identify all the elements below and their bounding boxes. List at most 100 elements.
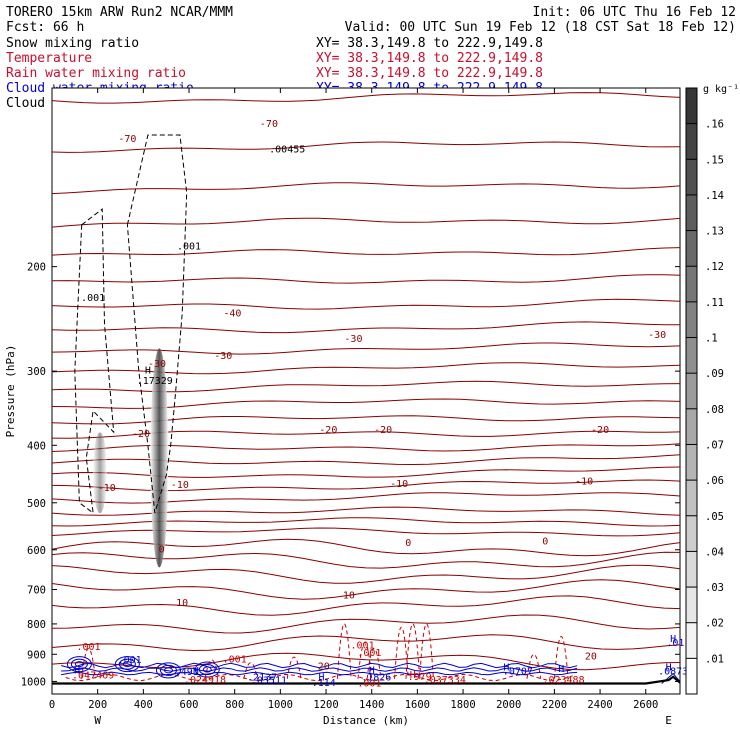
colorbar-swatch (686, 658, 697, 694)
colorbar-tick-label: .02 (705, 618, 724, 630)
colorbar-swatch (686, 159, 697, 195)
model-title: TORERO 15km ARW Run2 NCAR/MMM (6, 5, 233, 20)
cloud-water-label: H (74, 665, 80, 676)
colorbar-tick-label: .09 (705, 368, 724, 380)
x-tick-label: 2000 (496, 699, 521, 711)
temperature-label: 0 (159, 544, 165, 555)
cloud-water-label: .0873 (658, 667, 688, 678)
cloud-water-label: .1826 (361, 673, 391, 684)
colorbar-swatch (686, 444, 697, 480)
x-tick-label: 1200 (313, 699, 338, 711)
temperature-label: -10 (575, 476, 593, 487)
cloud-water-label: .03511 (251, 676, 287, 687)
x-tick-label: 2200 (542, 699, 567, 711)
ice-label: H (145, 365, 151, 376)
temperature-label: 10 (343, 591, 355, 602)
y-axis-label: Pressure (hPa) (4, 345, 17, 438)
cloud-water-label: H (558, 664, 564, 675)
temperature-label: -30 (214, 351, 232, 362)
colorbar-swatch (686, 551, 697, 587)
y-tick-label: 400 (27, 440, 46, 452)
temperature-label: -70 (260, 119, 278, 130)
colorbar-swatch (686, 516, 697, 552)
x-tick-label: 800 (225, 699, 244, 711)
y-tick-label: 1000 (21, 676, 46, 688)
temperature-label: 0 (405, 538, 411, 549)
temperature-label: -70 (118, 134, 136, 145)
rain-label: .037334 (424, 675, 466, 686)
y-tick-label: 700 (27, 585, 46, 597)
temperature-label: -10 (98, 483, 116, 494)
snow-label: .001 (81, 293, 105, 304)
temperature-label: -10 (171, 480, 189, 491)
x-tick-label: 2400 (587, 699, 612, 711)
rain-label: .001 (223, 654, 247, 665)
legend-item: Snow mixing ratio (6, 36, 139, 51)
colorbar-swatch (686, 623, 697, 659)
ice-label: .17329 (137, 376, 173, 387)
cloud-water-label: .01 (666, 638, 684, 649)
colorbar-swatch (686, 88, 697, 124)
rain-label: .001 (76, 642, 100, 653)
snow-label: .001 (177, 242, 201, 253)
y-tick-label: 800 (27, 619, 46, 631)
temperature-label: -20 (319, 425, 337, 436)
temperature-label: -20 (374, 425, 392, 436)
colorbar-tick-label: .06 (705, 475, 724, 487)
y-tick-label: 200 (27, 262, 46, 274)
x-tick-label: 0 (49, 699, 55, 711)
colorbar-swatch (686, 195, 697, 231)
colorbar-swatch (686, 480, 697, 516)
y-tick-label: 900 (27, 649, 46, 661)
colorbar-unit: g kg⁻¹ (703, 84, 739, 95)
forecast-hour: Fcst: 66 h (6, 20, 84, 35)
temperature-label: -30 (648, 330, 666, 341)
x-tick-label: 1600 (405, 699, 430, 711)
temperature-label: -20 (591, 425, 609, 436)
cloud-water-label: .001 (118, 655, 142, 666)
colorbar-swatch (686, 302, 697, 338)
colorbar-tick-label: .04 (705, 546, 724, 558)
x-tick-label: 400 (134, 699, 153, 711)
temperature-label: 20 (318, 662, 330, 673)
temperature-label: -20 (132, 429, 150, 440)
colorbar-tick-label: .16 (705, 119, 724, 131)
colorbar-tick-label: .1 (705, 333, 718, 345)
ice-core (93, 432, 107, 513)
colorbar-tick-label: .07 (705, 439, 724, 451)
legend-xy: XY= 38.3,149.8 to 222.9,149.8 (316, 36, 543, 51)
colorbar-tick-label: .01 (705, 653, 724, 665)
x-tick-label: 2600 (633, 699, 658, 711)
x-tick-label: 1400 (359, 699, 384, 711)
colorbar-swatch (686, 124, 697, 160)
y-tick-label: 300 (27, 366, 46, 378)
rain-label: .023488 (542, 675, 584, 686)
legend-xy: XY= 38.3,149.8 to 222.9,149.8 (316, 51, 543, 66)
colorbar: .01 .02 .03 .04 .05 .06 .07 .08 .09 .1 .11 .12 .13 .1… (686, 84, 739, 694)
colorbar-tick-label: .12 (705, 261, 724, 273)
colorbar-swatch (686, 231, 697, 267)
x-tick-label: 200 (88, 699, 107, 711)
temperature-label: -10 (390, 479, 408, 490)
legend-xy: XY= 38.3,149.8 to 222.9,149.8 (316, 66, 543, 81)
valid-time: Valid: 00 UTC Sun 19 Feb 12 (18 CST Sat … (345, 20, 736, 35)
x-tick-label: 1800 (450, 699, 475, 711)
legend-item: Rain water mixing ratio (6, 66, 186, 81)
temperature-label: 10 (176, 598, 188, 609)
colorbar-tick-label: .08 (705, 404, 724, 416)
temperature-label: -40 (223, 309, 241, 320)
colorbar-swatch (686, 587, 697, 623)
x-axis-label: Distance (km) (323, 714, 409, 727)
colorbar-tick-label: .13 (705, 226, 724, 238)
colorbar-swatch (686, 409, 697, 445)
temperature-label: -30 (344, 334, 362, 345)
colorbar-tick-label: .03 (705, 582, 724, 594)
snow-label: .00455 (269, 145, 305, 156)
colorbar-swatch (686, 373, 697, 409)
colorbar-swatch (686, 338, 697, 374)
cloud-water-label: .114 (312, 678, 336, 689)
colorbar-swatch (686, 266, 697, 302)
colorbar-tick-label: .15 (705, 154, 724, 166)
x-tick-label: 600 (180, 699, 199, 711)
